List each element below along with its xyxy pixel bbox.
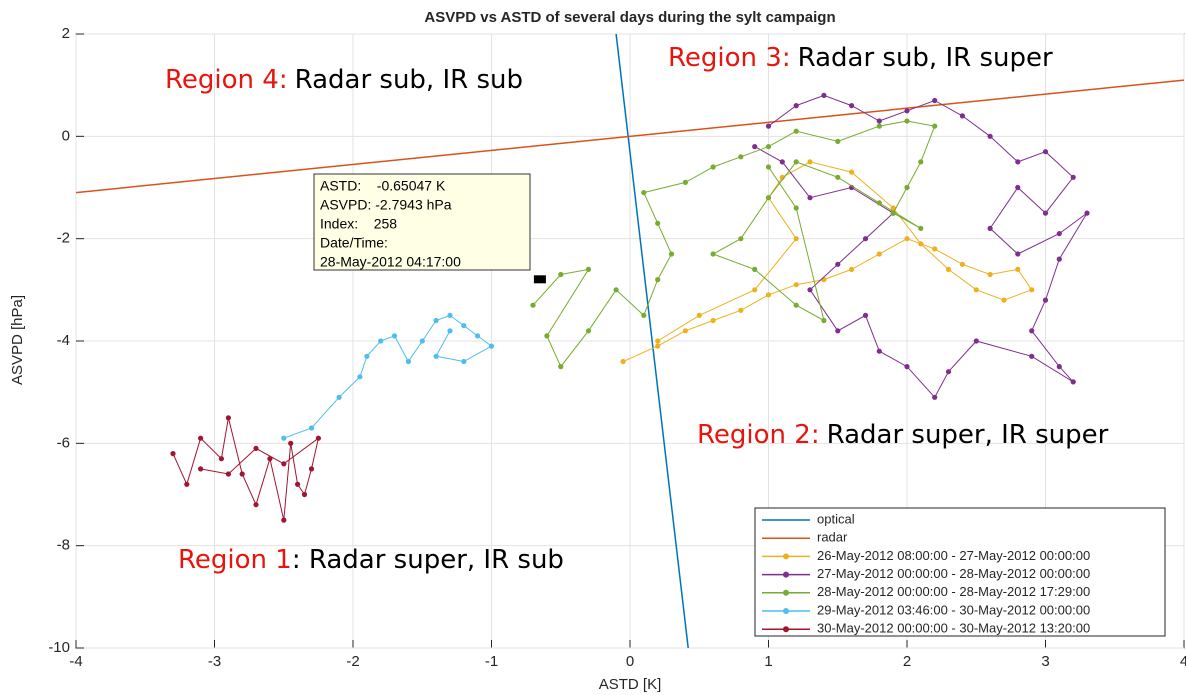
y-tick-label: -4: [57, 332, 70, 349]
datatip-line: Date/Time:: [320, 235, 388, 251]
data-line: [281, 312, 495, 441]
legend-label: radar: [817, 530, 848, 545]
plot-layer: [76, 34, 1184, 648]
region-text: : Radar super, IR sub: [292, 545, 564, 575]
datatip-line: ASVPD: -2.7943 hPa: [320, 197, 452, 213]
datatip-line: ASTD: -0.65047 K: [320, 178, 446, 194]
x-tick-label: -2: [346, 653, 359, 670]
region-text: Radar sub, IR super: [798, 43, 1053, 73]
y-tick-label: -6: [57, 434, 70, 451]
legend-label: 26-May-2012 08:00:00 - 27-May-2012 00:00…: [817, 548, 1090, 563]
legend-label: optical: [817, 511, 855, 526]
region-text: Radar super, IR super: [827, 420, 1109, 450]
legend-label: 28-May-2012 00:00:00 - 28-May-2012 17:29…: [817, 584, 1090, 599]
x-tick-label: -1: [485, 653, 498, 670]
region-label: Region 2: Radar super, IR super: [697, 420, 1109, 450]
region-highlight: Region 3:: [668, 43, 791, 73]
x-tick-label: 3: [1041, 653, 1049, 670]
x-tick-label: -4: [69, 653, 82, 670]
y-tick-label: 0: [62, 127, 70, 144]
legend-marker: [783, 626, 789, 633]
datatip-marker: [533, 275, 546, 284]
y-axis-label: ASVPD [hPa]: [9, 295, 26, 385]
legend-marker: [783, 608, 789, 614]
x-tick-label: 2: [903, 653, 911, 670]
datatip-box: [313, 173, 531, 271]
legend-marker: [783, 589, 789, 596]
legend-marker: [783, 553, 789, 560]
region-label: Region 4: Radar sub, IR sub: [165, 65, 523, 95]
data-line: [170, 415, 321, 523]
x-tick-label: 4: [1180, 653, 1186, 670]
legend-label: 27-May-2012 00:00:00 - 28-May-2012 00:00…: [817, 566, 1090, 581]
y-tick-label: -2: [57, 230, 70, 247]
region-text: Radar sub, IR sub: [295, 65, 523, 95]
region-highlight: Region 4:: [165, 65, 288, 95]
x-tick-label: 1: [764, 653, 772, 670]
chart-title: ASVPD vs ASTD of several days during the…: [424, 9, 835, 26]
datatip-line: Index: 258: [320, 216, 397, 232]
y-tick-label: -10: [48, 639, 70, 656]
y-tick-label: -8: [57, 537, 70, 554]
y-tick-label: 2: [62, 25, 70, 42]
legend-label: 29-May-2012 03:46:00 - 30-May-2012 00:00…: [817, 602, 1090, 617]
datatip-line: 28-May-2012 04:17:00: [320, 254, 461, 270]
region-highlight: Region 2:: [697, 420, 820, 450]
x-tick-label: -3: [208, 653, 221, 670]
region-label: Region 3: Radar sub, IR super: [668, 43, 1053, 73]
legend-box: [754, 507, 1166, 637]
x-axis-label: ASTD [K]: [599, 676, 662, 693]
x-tick-label: 0: [626, 653, 634, 670]
region-label: Region 1: Radar super, IR sub: [178, 545, 564, 575]
region-highlight: Region 1: [178, 545, 292, 575]
legend-marker: [783, 571, 789, 578]
data-line: [530, 118, 938, 370]
legend-label: 30-May-2012 00:00:00 - 30-May-2012 13:20…: [817, 621, 1090, 636]
